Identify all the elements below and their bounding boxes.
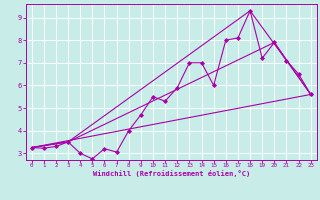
X-axis label: Windchill (Refroidissement éolien,°C): Windchill (Refroidissement éolien,°C) <box>92 170 250 177</box>
